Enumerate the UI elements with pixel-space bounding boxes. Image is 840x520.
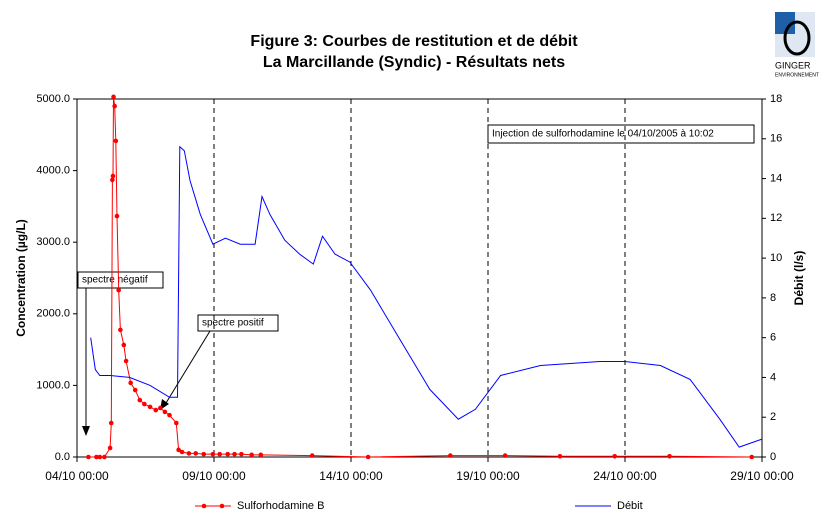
data-point (97, 454, 103, 460)
y-tick-label: 4000.0 (36, 165, 70, 177)
plot-frame (76, 98, 763, 458)
annotation-box (487, 124, 755, 144)
y2-tick-label: 10 (770, 252, 782, 264)
data-point (142, 401, 147, 407)
legend-label: Débit (617, 500, 643, 512)
x-tick-label: 29/10 00:00 (730, 469, 794, 483)
y-tick-label: 3000.0 (36, 236, 70, 248)
x-tick-label: 19/10 00:00 (456, 469, 520, 483)
data-point (667, 453, 672, 459)
x-tick-label: 09/10 00:00 (182, 469, 246, 483)
y-tick-label: 0.0 (55, 451, 70, 463)
logo-subname: ENVIRONNEMENT (775, 72, 819, 78)
y2-tick-label: 12 (770, 212, 782, 224)
data-point (114, 213, 120, 219)
data-point (210, 451, 216, 457)
data-point (448, 453, 453, 458)
y-axis-label: Concentration (µg/L) (14, 219, 28, 337)
data-point (113, 138, 119, 144)
data-point (147, 404, 153, 410)
data-point (232, 451, 237, 457)
annotation-box (197, 314, 279, 332)
data-point (186, 451, 192, 456)
chart-subtitle: La Marcillande (Syndic) - Résultats nets (263, 54, 565, 71)
legend-item: Débit (575, 500, 643, 512)
data-point (137, 397, 143, 403)
data-point (94, 454, 99, 460)
x-tick-label: 24/10 00:00 (593, 469, 657, 483)
plot-area (73, 94, 766, 462)
y2-axis-label: Débit (l/s) (792, 251, 806, 306)
data-point (174, 420, 179, 426)
data-point (179, 449, 185, 455)
data-point (158, 405, 163, 411)
y2-tick-label: 18 (770, 93, 782, 105)
data-point (121, 342, 127, 348)
y-tick-label: 2000.0 (36, 308, 70, 320)
logo: GINGER ENVIRONNEMENT (775, 12, 819, 78)
y2-tick-label: 2 (770, 411, 776, 423)
y-tick-label: 1000.0 (36, 379, 70, 391)
data-point (201, 451, 207, 457)
data-point (193, 451, 199, 456)
data-point (557, 453, 563, 459)
data-point (225, 451, 230, 457)
annotation: Injection de sulforhodamine le 04/10/200… (492, 129, 714, 140)
data-point (86, 454, 91, 460)
data-point (108, 420, 114, 426)
annotation-box (77, 271, 164, 289)
data-point (365, 454, 371, 460)
logo-name: GINGER (775, 60, 811, 70)
data-point (239, 451, 244, 457)
data-point (118, 327, 123, 333)
data-point (502, 453, 508, 458)
logo-mark (775, 12, 795, 34)
data-point (217, 451, 223, 457)
logo-mark (783, 20, 811, 56)
legend-swatch (201, 503, 207, 509)
x-tick-label: 14/10 00:00 (319, 469, 383, 483)
data-point (110, 173, 116, 179)
data-point (128, 380, 133, 386)
data-point (116, 287, 121, 293)
y2-tick-label: 8 (770, 292, 776, 304)
annotation-arrow (165, 330, 211, 404)
series-line (90, 145, 763, 448)
chart-title: Figure 3: Courbes de restitution et de d… (250, 33, 578, 50)
data-point (132, 387, 138, 393)
data-point (176, 447, 181, 453)
y-tick-label: 5000.0 (36, 93, 70, 105)
y2-tick-label: 6 (770, 332, 776, 344)
series-line (88, 96, 752, 458)
data-point (309, 453, 315, 458)
x-tick-label: 04/10 00:00 (45, 469, 109, 483)
data-point (111, 94, 116, 100)
data-point (167, 412, 172, 418)
data-point (749, 454, 755, 460)
data-point (162, 409, 168, 415)
data-point (107, 445, 113, 451)
data-point (249, 452, 254, 458)
y2-tick-label: 14 (770, 172, 782, 184)
y2-tick-label: 0 (770, 451, 776, 463)
data-point (123, 358, 129, 364)
data-point (258, 452, 264, 458)
data-point (153, 407, 159, 413)
data-point (112, 103, 117, 109)
annotation-arrow (82, 426, 90, 436)
annotation: spectre positif (202, 318, 264, 329)
legend-item: Sulforhodamine B (195, 500, 324, 512)
data-point (110, 177, 115, 183)
annotations: spectre négatif spectre positif Injectio… (77, 124, 755, 436)
legend-swatch (219, 503, 225, 509)
legend-label: Sulforhodamine B (237, 500, 324, 512)
data-point (102, 454, 107, 460)
data-point (612, 453, 618, 459)
y2-tick-label: 16 (770, 133, 782, 145)
annotation: spectre négatif (82, 275, 148, 286)
y2-tick-label: 4 (770, 371, 776, 383)
